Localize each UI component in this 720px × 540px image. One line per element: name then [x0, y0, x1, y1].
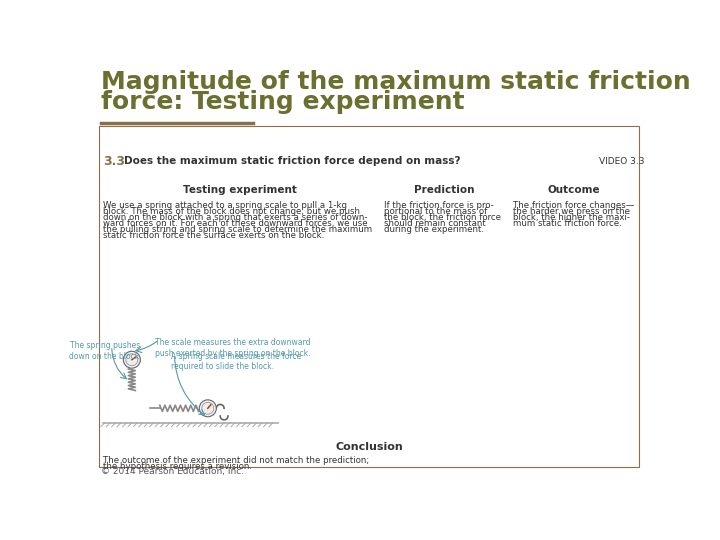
Text: We use a spring attached to a spring scale to pull a 1-kg: We use a spring attached to a spring sca… — [103, 201, 347, 210]
Text: block, the higher the maxi-: block, the higher the maxi- — [513, 213, 630, 222]
Text: should remain constant: should remain constant — [384, 219, 485, 228]
FancyBboxPatch shape — [99, 140, 639, 183]
FancyBboxPatch shape — [570, 147, 573, 150]
FancyBboxPatch shape — [570, 150, 573, 153]
Text: the pulling string and spring scale to determine the maximum: the pulling string and spring scale to d… — [103, 225, 372, 234]
Text: force: Testing experiment: force: Testing experiment — [101, 90, 464, 114]
Text: The outcome of the experiment did not match the prediction;: The outcome of the experiment did not ma… — [103, 456, 369, 465]
FancyBboxPatch shape — [567, 166, 570, 170]
FancyBboxPatch shape — [587, 153, 589, 156]
Text: Outcome: Outcome — [548, 185, 600, 195]
FancyBboxPatch shape — [573, 157, 576, 160]
FancyBboxPatch shape — [590, 157, 593, 160]
FancyBboxPatch shape — [587, 163, 589, 166]
FancyBboxPatch shape — [567, 160, 570, 163]
Text: © 2014 Pearson Education, Inc.: © 2014 Pearson Education, Inc. — [101, 467, 244, 476]
Circle shape — [123, 351, 140, 368]
FancyBboxPatch shape — [567, 147, 596, 176]
FancyBboxPatch shape — [113, 390, 150, 423]
FancyBboxPatch shape — [573, 166, 576, 170]
FancyBboxPatch shape — [580, 173, 582, 176]
FancyBboxPatch shape — [587, 166, 589, 170]
Text: mum static friction force.: mum static friction force. — [513, 219, 622, 228]
Text: the harder we press on the: the harder we press on the — [513, 207, 630, 216]
FancyBboxPatch shape — [577, 173, 580, 176]
Text: A spring scale measures the force
required to slide the block.: A spring scale measures the force requir… — [171, 352, 301, 372]
FancyBboxPatch shape — [580, 163, 582, 166]
FancyBboxPatch shape — [593, 163, 596, 166]
FancyBboxPatch shape — [580, 150, 582, 153]
FancyBboxPatch shape — [593, 157, 596, 160]
FancyBboxPatch shape — [583, 150, 586, 153]
FancyBboxPatch shape — [570, 173, 573, 176]
Text: portional to the mass of: portional to the mass of — [384, 207, 487, 216]
Text: during the experiment.: during the experiment. — [384, 225, 484, 234]
FancyBboxPatch shape — [567, 170, 570, 173]
FancyBboxPatch shape — [577, 147, 580, 150]
FancyBboxPatch shape — [99, 440, 639, 467]
Text: Does the maximum static friction force depend on mass?: Does the maximum static friction force d… — [124, 157, 461, 166]
FancyBboxPatch shape — [99, 183, 379, 198]
FancyBboxPatch shape — [99, 198, 379, 440]
FancyBboxPatch shape — [573, 163, 576, 166]
FancyBboxPatch shape — [587, 157, 589, 160]
FancyBboxPatch shape — [590, 150, 593, 153]
FancyBboxPatch shape — [583, 166, 586, 170]
FancyBboxPatch shape — [99, 126, 639, 140]
Text: The scale measures the extra downward
push exerted by the spring on the block.: The scale measures the extra downward pu… — [155, 338, 310, 357]
FancyBboxPatch shape — [573, 173, 576, 176]
FancyBboxPatch shape — [587, 173, 589, 176]
Text: block. The mass of the block does not change, but we push: block. The mass of the block does not ch… — [103, 207, 360, 216]
FancyBboxPatch shape — [580, 157, 582, 160]
FancyBboxPatch shape — [593, 170, 596, 173]
FancyBboxPatch shape — [573, 147, 576, 150]
Text: ward forces on it. For each of these downward forces, we use: ward forces on it. For each of these dow… — [103, 219, 368, 228]
FancyBboxPatch shape — [577, 166, 580, 170]
FancyBboxPatch shape — [583, 157, 586, 160]
Text: the hypothesis requires a revision.: the hypothesis requires a revision. — [103, 462, 252, 471]
Text: Testing experiment: Testing experiment — [183, 185, 297, 195]
Text: Conclusion: Conclusion — [335, 442, 403, 452]
FancyBboxPatch shape — [587, 160, 589, 163]
Text: Prediction: Prediction — [414, 185, 474, 195]
FancyBboxPatch shape — [99, 440, 639, 454]
Text: The spring pushes
down on the block.: The spring pushes down on the block. — [69, 341, 142, 361]
FancyBboxPatch shape — [583, 153, 586, 156]
FancyBboxPatch shape — [570, 170, 573, 173]
Text: The friction force changes—: The friction force changes— — [513, 201, 634, 210]
FancyBboxPatch shape — [587, 170, 589, 173]
FancyBboxPatch shape — [577, 150, 580, 153]
FancyBboxPatch shape — [509, 198, 639, 440]
FancyBboxPatch shape — [573, 160, 576, 163]
FancyBboxPatch shape — [593, 160, 596, 163]
Text: If the friction force is pro-: If the friction force is pro- — [384, 201, 493, 210]
FancyBboxPatch shape — [567, 163, 570, 166]
FancyBboxPatch shape — [509, 183, 639, 198]
FancyBboxPatch shape — [580, 153, 582, 156]
FancyBboxPatch shape — [567, 157, 570, 160]
FancyBboxPatch shape — [99, 126, 639, 467]
Text: VIDEO 3.3: VIDEO 3.3 — [599, 157, 644, 166]
Text: static friction force the surface exerts on the block.: static friction force the surface exerts… — [103, 231, 325, 240]
Text: 3.3: 3.3 — [103, 155, 125, 168]
Text: down on the block with a spring that exerts a series of down-: down on the block with a spring that exe… — [103, 213, 368, 222]
Circle shape — [199, 400, 216, 417]
FancyBboxPatch shape — [590, 153, 593, 156]
FancyBboxPatch shape — [577, 153, 580, 156]
Text: Magnitude of the maximum static friction: Magnitude of the maximum static friction — [101, 70, 690, 94]
FancyBboxPatch shape — [379, 183, 509, 198]
FancyBboxPatch shape — [580, 160, 582, 163]
FancyBboxPatch shape — [570, 163, 573, 166]
FancyBboxPatch shape — [379, 198, 509, 440]
Text: the block, the friction force: the block, the friction force — [384, 213, 500, 222]
FancyBboxPatch shape — [583, 173, 586, 176]
FancyBboxPatch shape — [573, 170, 576, 173]
Text: TESTING EXPERIMENT TABLE: TESTING EXPERIMENT TABLE — [104, 129, 250, 138]
FancyBboxPatch shape — [593, 166, 596, 170]
FancyBboxPatch shape — [587, 150, 589, 153]
